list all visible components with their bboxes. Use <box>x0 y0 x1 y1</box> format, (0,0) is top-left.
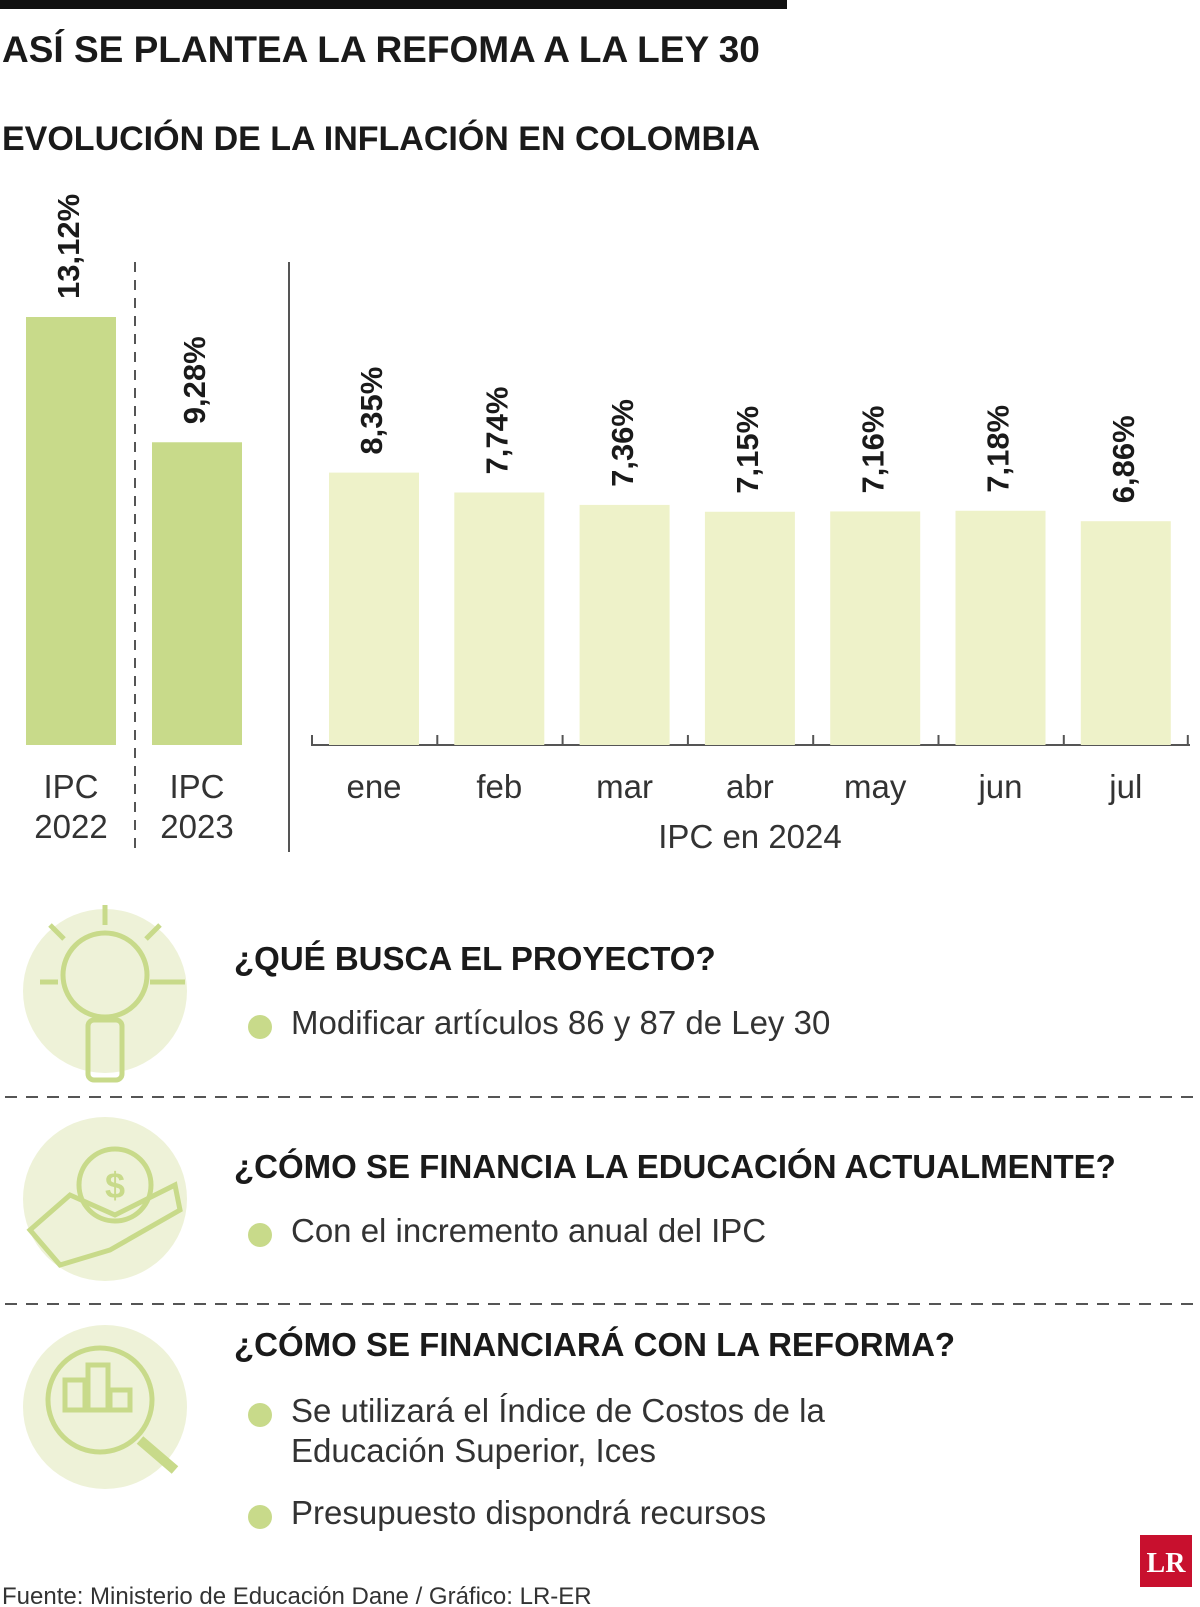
bullet-dot <box>248 1505 272 1529</box>
bar <box>704 511 795 745</box>
bar <box>152 442 242 745</box>
title: ASÍ SE PLANTEA LA REFOMA A LA LEY 30 <box>2 29 760 70</box>
x-tick-label: IPC 2022 <box>34 768 107 845</box>
value-label: 13,12% <box>51 194 86 299</box>
x-tick-label: abr <box>726 768 774 805</box>
value-label: 7,15% <box>730 406 765 494</box>
icon-money: $ <box>23 1117 187 1281</box>
value-label: 6,86% <box>1106 415 1141 503</box>
x-tick-label: IPC 2023 <box>160 768 233 845</box>
bullet-text: Se utilizará el Índice de Costos de la E… <box>291 1392 825 1469</box>
x-tick-label: jul <box>1108 768 1142 805</box>
section-heading: ¿CÓMO SE FINANCIARÁ CON LA REFORMA? <box>234 1326 956 1363</box>
icon-search <box>23 1325 187 1489</box>
value-label: 7,74% <box>479 387 514 475</box>
bullet-text: Presupuesto dispondrá recursos <box>291 1494 767 1531</box>
bar <box>830 511 921 745</box>
top-rule <box>0 0 787 9</box>
value-label: 9,28% <box>177 336 212 424</box>
value-label: 7,18% <box>981 405 1016 493</box>
svg-text:$: $ <box>105 1165 125 1206</box>
bar <box>454 492 545 745</box>
section-heading: ¿QUÉ BUSCA EL PROYECTO? <box>234 940 716 977</box>
bullet-dot <box>248 1403 272 1427</box>
logo: LR <box>1147 1548 1187 1579</box>
logo-box <box>1140 1535 1192 1587</box>
x-tick-label: may <box>844 768 907 805</box>
value-label: 8,35% <box>354 367 389 455</box>
bullet-dot <box>248 1015 272 1039</box>
bar <box>955 510 1046 745</box>
value-label: 7,36% <box>605 399 640 487</box>
x-tick-label: ene <box>346 768 401 805</box>
bar <box>329 472 419 745</box>
bullet-dot <box>248 1223 272 1247</box>
bar <box>1080 521 1171 745</box>
bar <box>26 317 116 745</box>
section-heading: ¿CÓMO SE FINANCIA LA EDUCACIÓN ACTUALMEN… <box>234 1148 1116 1185</box>
subtitle: EVOLUCIÓN DE LA INFLACIÓN EN COLOMBIA <box>2 120 760 158</box>
x-tick-label: mar <box>596 768 653 805</box>
bullet-text: Con el incremento anual del IPC <box>291 1212 767 1249</box>
bullet-text: Modificar artículos 86 y 87 de Ley 30 <box>291 1004 831 1041</box>
x-tick-label: feb <box>476 768 522 805</box>
value-label: 7,16% <box>855 406 890 494</box>
icon-bulb <box>23 905 187 1083</box>
bar <box>579 504 670 745</box>
group-label: IPC en 2024 <box>658 818 841 855</box>
source: Fuente: Ministerio de Educación Dane / G… <box>2 1583 592 1607</box>
x-tick-label: jun <box>977 768 1022 805</box>
